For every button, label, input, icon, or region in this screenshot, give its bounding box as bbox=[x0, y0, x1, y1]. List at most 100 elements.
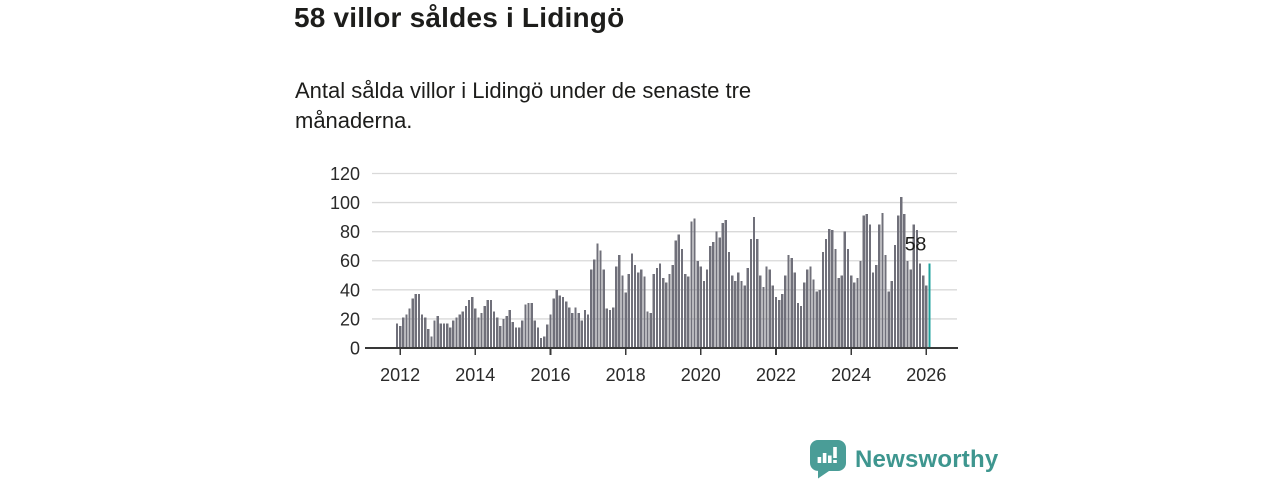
bar bbox=[890, 281, 894, 348]
bar bbox=[853, 282, 856, 348]
bar bbox=[402, 317, 405, 348]
bar bbox=[806, 269, 809, 348]
bar bbox=[696, 260, 699, 348]
bar bbox=[483, 305, 486, 348]
bar bbox=[652, 273, 655, 348]
bar bbox=[834, 249, 837, 348]
bar bbox=[662, 278, 665, 348]
branding: Newsworthy bbox=[810, 440, 998, 479]
bar bbox=[918, 263, 922, 348]
bar bbox=[868, 224, 872, 348]
y-axis-tick-label: 100 bbox=[330, 193, 360, 213]
bar bbox=[568, 307, 571, 348]
bar bbox=[439, 323, 442, 348]
bar bbox=[803, 282, 806, 348]
bar bbox=[608, 310, 612, 348]
bar bbox=[424, 317, 427, 348]
bar bbox=[925, 285, 928, 348]
bar bbox=[718, 237, 721, 348]
bar bbox=[699, 266, 702, 348]
bar bbox=[712, 241, 715, 348]
y-axis-tick-label: 60 bbox=[340, 251, 360, 271]
bar bbox=[693, 218, 696, 348]
bar bbox=[752, 217, 756, 348]
page-title: 58 villor såldes i Lidingö bbox=[294, 2, 625, 33]
bar bbox=[524, 304, 527, 348]
bar bbox=[909, 269, 912, 348]
bar bbox=[564, 301, 568, 348]
bar bbox=[896, 215, 900, 348]
bar bbox=[859, 260, 862, 348]
bar bbox=[633, 265, 637, 348]
bar bbox=[809, 266, 812, 348]
bar bbox=[762, 286, 765, 348]
last-value-label: 58 bbox=[905, 234, 927, 256]
bar bbox=[621, 275, 624, 348]
bar bbox=[464, 305, 468, 348]
bar bbox=[398, 326, 402, 348]
bar bbox=[583, 310, 587, 348]
bar bbox=[546, 324, 549, 348]
x-axis-tick-label: 2016 bbox=[530, 365, 570, 385]
bar bbox=[561, 297, 565, 348]
bar bbox=[521, 320, 524, 348]
bar bbox=[893, 244, 897, 348]
bar bbox=[427, 329, 430, 348]
bar bbox=[611, 307, 615, 348]
bar bbox=[658, 263, 662, 348]
brand-name: Newsworthy bbox=[855, 445, 999, 473]
bar bbox=[831, 230, 834, 348]
bar bbox=[815, 291, 818, 348]
y-axis-tick-label: 40 bbox=[340, 280, 360, 300]
bar bbox=[856, 278, 859, 348]
bar bbox=[530, 302, 533, 348]
bar bbox=[922, 275, 925, 348]
bar bbox=[884, 254, 887, 348]
sales-bar-chart: 0 20 40 60 80 100 120 2012 2014 2016 2018 2020 2022 2… bbox=[330, 164, 958, 385]
bar bbox=[655, 268, 659, 348]
bar bbox=[818, 289, 821, 348]
bar bbox=[596, 243, 599, 348]
y-axis-tick-label: 120 bbox=[330, 164, 360, 184]
bar bbox=[649, 313, 652, 348]
bar bbox=[687, 276, 690, 348]
bar bbox=[436, 316, 439, 348]
bar bbox=[737, 272, 740, 348]
bar bbox=[590, 269, 593, 348]
bar bbox=[449, 327, 452, 348]
bar bbox=[618, 254, 621, 348]
bar bbox=[677, 234, 681, 348]
bar bbox=[709, 246, 712, 348]
bar bbox=[543, 336, 546, 348]
bar bbox=[586, 314, 590, 348]
bar bbox=[846, 249, 850, 348]
bar bbox=[414, 294, 417, 348]
bar bbox=[849, 275, 853, 348]
bar bbox=[471, 297, 474, 348]
chart-area: 0 20 40 60 80 100 120 2012 2014 2016 2018 2020 2022 2… bbox=[330, 158, 990, 395]
bar bbox=[646, 311, 649, 348]
bar bbox=[417, 294, 421, 348]
bar bbox=[674, 240, 677, 348]
bar bbox=[705, 269, 709, 348]
bar bbox=[536, 327, 540, 348]
bar bbox=[777, 300, 781, 348]
bar bbox=[668, 273, 671, 348]
bar bbox=[878, 224, 881, 348]
x-axis-tick-label: 2020 bbox=[681, 365, 721, 385]
bar bbox=[915, 230, 919, 348]
bar bbox=[812, 279, 815, 348]
bar bbox=[514, 327, 518, 348]
bar bbox=[405, 314, 408, 348]
bar bbox=[508, 310, 511, 348]
bar bbox=[796, 302, 800, 348]
bar bbox=[793, 272, 796, 348]
bar bbox=[643, 276, 646, 348]
bar bbox=[455, 317, 458, 348]
bar bbox=[900, 196, 903, 348]
bar bbox=[433, 320, 436, 348]
bar bbox=[640, 269, 643, 348]
bar bbox=[630, 253, 634, 348]
bar bbox=[768, 269, 771, 348]
bar bbox=[774, 297, 778, 348]
